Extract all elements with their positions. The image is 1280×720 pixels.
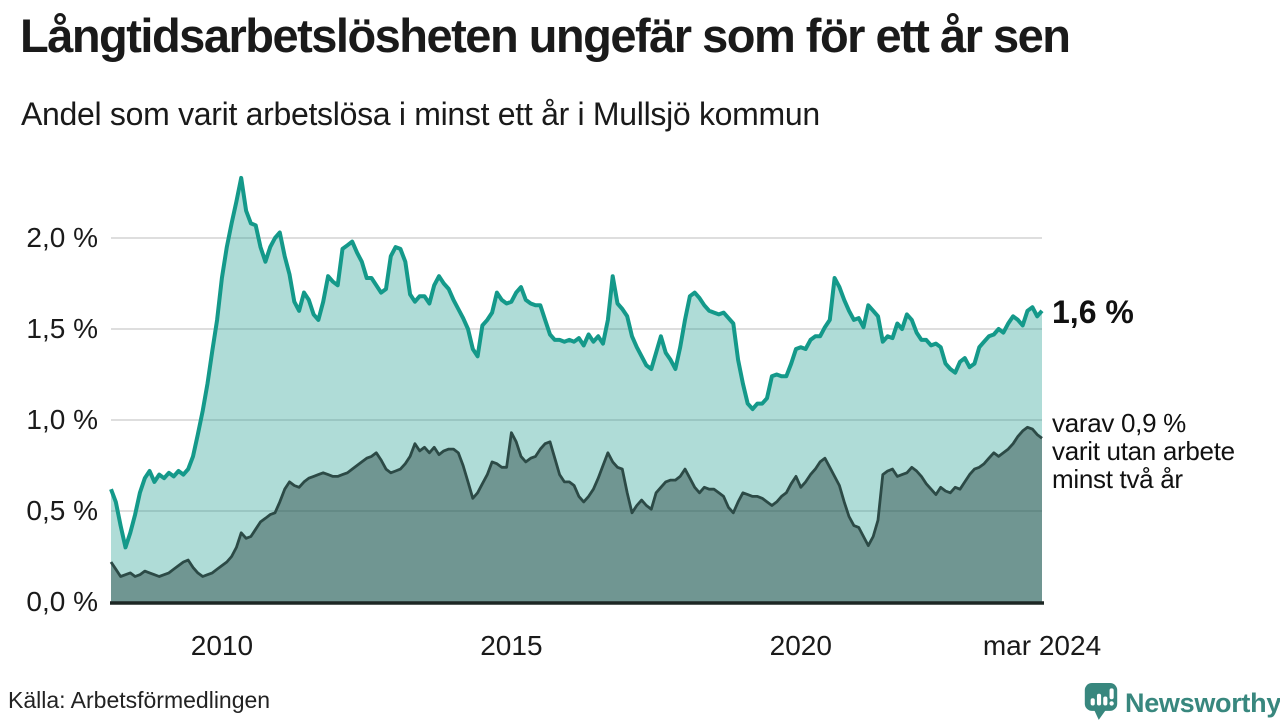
y-tick-label: 2,0 % — [26, 222, 98, 253]
x-tick-label: 2020 — [769, 630, 832, 661]
y-tick-label: 1,0 % — [26, 404, 98, 435]
x-tick-label: 2015 — [480, 630, 543, 661]
y-tick-label: 1,5 % — [26, 313, 98, 344]
x-tick-label: mar 2024 — [982, 630, 1102, 661]
newsworthy-bubble-chart-icon — [1083, 681, 1119, 720]
page-subtitle: Andel som varit arbetslösa i minst ett å… — [21, 96, 820, 132]
line-two-year — [109, 425, 1043, 578]
annotation-line: varav 0,9 % — [1052, 408, 1186, 438]
annotation-two-year-share: varav 0,9 % varit utan arbete minst två … — [1052, 409, 1235, 493]
annotation-latest-value: 1,6 % — [1052, 294, 1134, 330]
y-tick-label: 0,0 % — [26, 586, 98, 617]
y-tick-label: 0,5 % — [26, 495, 98, 526]
annotation-line: minst två år — [1052, 464, 1183, 494]
x-tick-label: 2010 — [190, 630, 254, 661]
line-one-year — [109, 175, 1044, 550]
area-two-year — [111, 427, 1042, 602]
brand-name: Newsworthy — [1125, 688, 1280, 718]
area-one-year — [111, 177, 1042, 602]
annotation-line: varit utan arbete — [1052, 436, 1235, 466]
newsworthy-logo: Newsworthy — [1083, 681, 1280, 720]
page-title: Långtidsarbetslösheten ungefär som för e… — [20, 9, 1071, 62]
source-label: Källa: Arbetsförmedlingen — [8, 687, 271, 713]
